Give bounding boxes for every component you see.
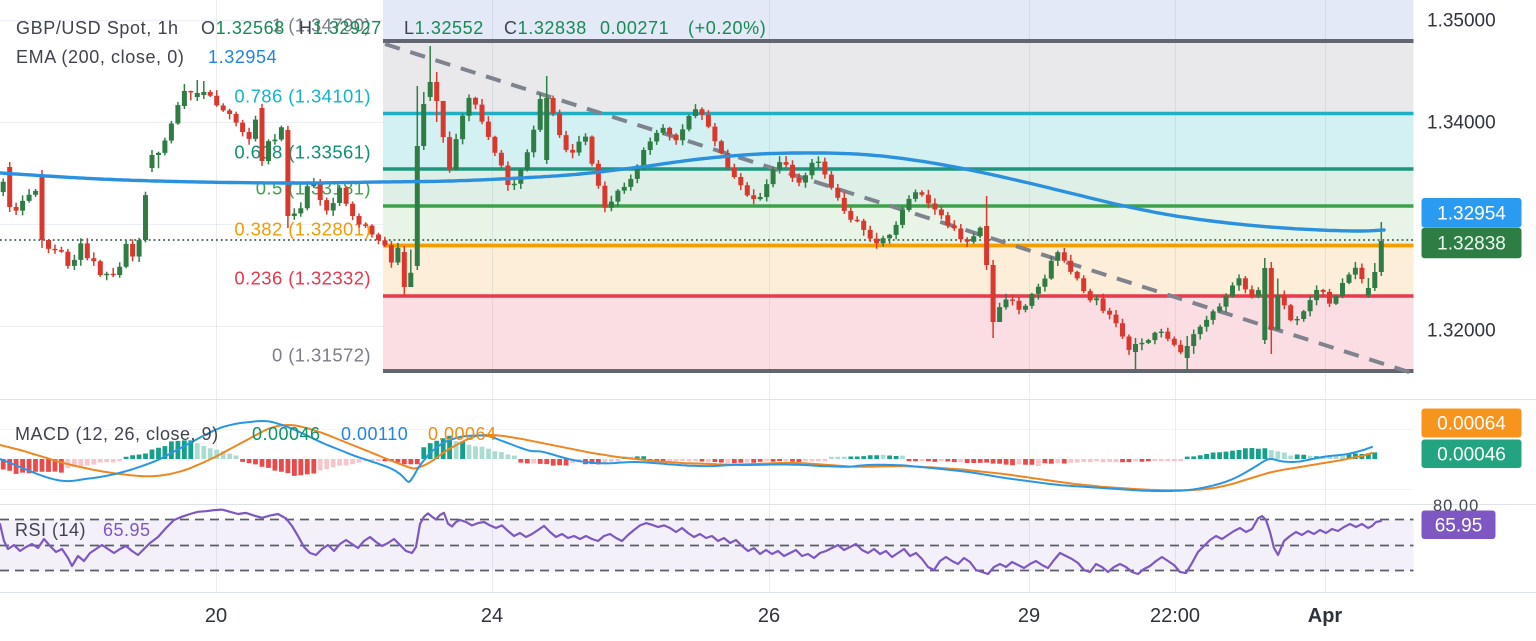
svg-text:22:00: 22:00 <box>1150 605 1200 627</box>
svg-text:1.32000: 1.32000 <box>1427 321 1496 342</box>
svg-text:65.95: 65.95 <box>1435 515 1483 536</box>
svg-text:RSI (14)65.95: RSI (14) 65.95 <box>15 520 151 540</box>
svg-text:0.00064: 0.00064 <box>1437 414 1506 435</box>
svg-text:0 (1.31572): 0 (1.31572) <box>272 345 371 366</box>
svg-text:20: 20 <box>205 605 227 627</box>
svg-text:1.34000: 1.34000 <box>1427 113 1496 134</box>
svg-text:29: 29 <box>1018 605 1040 627</box>
svg-text:24: 24 <box>481 605 503 627</box>
svg-text:0.382 (1.32801): 0.382 (1.32801) <box>234 219 371 240</box>
svg-text:1 (1.34790): 1 (1.34790) <box>272 15 371 36</box>
svg-text:Apr: Apr <box>1308 605 1343 627</box>
svg-text:0.786 (1.34101): 0.786 (1.34101) <box>234 86 371 107</box>
svg-text:MACD (12, 26, close, 9)0.00046: MACD (12, 26, close, 9) 0.00046 0.00110 0.0… <box>15 424 497 444</box>
svg-text:EMA (200, close, 0)1.32954: EMA (200, close, 0) 1.32954 <box>16 47 277 67</box>
svg-text:0.618 (1.33561): 0.618 (1.33561) <box>234 142 371 163</box>
svg-text:26: 26 <box>758 605 780 627</box>
svg-text:1.35000: 1.35000 <box>1427 11 1496 32</box>
svg-text:1.32954: 1.32954 <box>1437 203 1506 224</box>
svg-text:0.236 (1.32332): 0.236 (1.32332) <box>234 268 371 289</box>
svg-text:0.00046: 0.00046 <box>1437 444 1506 465</box>
svg-text:1.32838: 1.32838 <box>1437 234 1506 255</box>
